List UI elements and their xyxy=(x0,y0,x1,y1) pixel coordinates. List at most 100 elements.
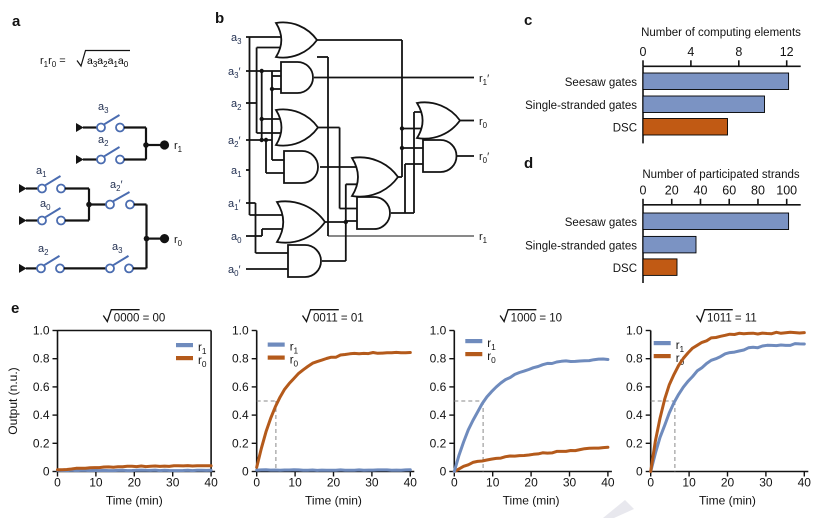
svg-text:Output (n.u.): Output (n.u.) xyxy=(6,367,20,434)
svg-text:0: 0 xyxy=(647,476,654,490)
svg-text:0.2: 0.2 xyxy=(626,436,643,450)
svg-text:80: 80 xyxy=(751,183,765,197)
svg-text:r1: r1 xyxy=(479,231,487,245)
svg-text:0.4: 0.4 xyxy=(33,408,50,422)
svg-text:0.8: 0.8 xyxy=(430,352,447,366)
svg-text:Time (min): Time (min) xyxy=(699,494,756,508)
svg-text:a3: a3 xyxy=(112,241,123,255)
svg-text:0: 0 xyxy=(640,45,647,59)
svg-text:0.8: 0.8 xyxy=(33,352,50,366)
svg-text:30: 30 xyxy=(166,476,180,490)
svg-text:30: 30 xyxy=(365,476,379,490)
svg-text:0.2: 0.2 xyxy=(430,436,447,450)
svg-text:0.6: 0.6 xyxy=(626,380,643,394)
svg-text:a3: a3 xyxy=(98,101,109,115)
svg-text:1.0: 1.0 xyxy=(33,324,50,338)
svg-text:Seesaw gates: Seesaw gates xyxy=(565,217,637,229)
svg-text:a2: a2 xyxy=(231,98,242,112)
svg-text:10: 10 xyxy=(89,476,103,490)
svg-text:20: 20 xyxy=(524,476,538,490)
svg-text:1011 = 11: 1011 = 11 xyxy=(707,313,757,325)
svg-text:1.0: 1.0 xyxy=(232,324,249,338)
svg-text:a2: a2 xyxy=(38,243,49,257)
svg-text:r0: r0 xyxy=(487,351,496,365)
svg-text:Time (min): Time (min) xyxy=(106,494,163,508)
svg-text:0.8: 0.8 xyxy=(626,352,643,366)
svg-text:r1′: r1′ xyxy=(479,73,489,87)
svg-text:a3: a3 xyxy=(231,32,242,46)
svg-text:0.6: 0.6 xyxy=(33,380,50,394)
svg-text:0.2: 0.2 xyxy=(33,436,50,450)
svg-text:40: 40 xyxy=(404,476,418,490)
svg-text:0: 0 xyxy=(636,465,643,479)
svg-text:d: d xyxy=(524,155,533,172)
svg-text:r0: r0 xyxy=(198,355,207,369)
svg-text:0.6: 0.6 xyxy=(430,380,447,394)
svg-text:0.8: 0.8 xyxy=(232,352,249,366)
svg-text:r0: r0 xyxy=(479,116,488,130)
svg-text:0: 0 xyxy=(54,476,61,490)
svg-text:b: b xyxy=(215,10,224,27)
svg-text:40: 40 xyxy=(601,476,615,490)
svg-text:0011 = 01: 0011 = 01 xyxy=(313,313,364,325)
svg-text:0: 0 xyxy=(640,183,647,197)
svg-text:0.4: 0.4 xyxy=(430,408,447,422)
svg-text:a1: a1 xyxy=(36,165,47,179)
svg-text:1.0: 1.0 xyxy=(626,324,643,338)
svg-text:10: 10 xyxy=(682,476,696,490)
svg-text:60: 60 xyxy=(722,183,736,197)
svg-text:10: 10 xyxy=(486,476,500,490)
svg-text:20: 20 xyxy=(665,183,679,197)
svg-text:Seesaw gates: Seesaw gates xyxy=(565,77,637,89)
svg-text:0000 = 00: 0000 = 00 xyxy=(114,313,165,325)
svg-text:DSC: DSC xyxy=(613,123,637,135)
svg-text:r1: r1 xyxy=(290,342,299,356)
svg-text:Time (min): Time (min) xyxy=(503,494,560,508)
svg-text:r1: r1 xyxy=(487,338,496,352)
svg-text:a: a xyxy=(12,13,21,30)
svg-text:0: 0 xyxy=(451,476,458,490)
svg-text:r1: r1 xyxy=(174,140,182,154)
svg-text:a3a2a1a0: a3a2a1a0 xyxy=(87,55,129,69)
svg-text:0: 0 xyxy=(242,465,249,479)
svg-text:a0: a0 xyxy=(40,198,51,212)
svg-text:0: 0 xyxy=(440,465,447,479)
svg-text:30: 30 xyxy=(759,476,773,490)
svg-text:r0: r0 xyxy=(174,234,183,248)
svg-text:Single-stranded gates: Single-stranded gates xyxy=(525,240,637,252)
svg-text:40: 40 xyxy=(694,183,708,197)
svg-text:0: 0 xyxy=(253,476,260,490)
svg-text:r1: r1 xyxy=(198,342,207,356)
svg-text:e: e xyxy=(11,300,19,317)
svg-text:0.4: 0.4 xyxy=(232,408,249,422)
svg-text:DSC: DSC xyxy=(613,263,637,275)
svg-text:Time (min): Time (min) xyxy=(305,494,362,508)
svg-text:12: 12 xyxy=(780,45,794,59)
svg-text:8: 8 xyxy=(735,45,742,59)
svg-text:a1: a1 xyxy=(231,165,242,179)
svg-text:a0: a0 xyxy=(231,231,242,245)
svg-text:40: 40 xyxy=(798,476,812,490)
svg-text:100: 100 xyxy=(776,183,797,197)
svg-text:20: 20 xyxy=(128,476,142,490)
svg-text:0.4: 0.4 xyxy=(626,408,643,422)
svg-text:Number of computing elements: Number of computing elements xyxy=(641,27,801,39)
svg-text:30: 30 xyxy=(563,476,577,490)
svg-text:a2: a2 xyxy=(98,134,109,148)
svg-text:r0′: r0′ xyxy=(479,151,489,165)
svg-text:1000 = 10: 1000 = 10 xyxy=(511,313,562,325)
svg-text:4: 4 xyxy=(687,45,694,59)
svg-text:r1: r1 xyxy=(676,340,685,354)
svg-text:r0: r0 xyxy=(290,355,299,369)
svg-text:20: 20 xyxy=(327,476,341,490)
svg-text:0.2: 0.2 xyxy=(232,436,249,450)
svg-text:Single-stranded gates: Single-stranded gates xyxy=(525,100,637,112)
svg-text:40: 40 xyxy=(204,476,218,490)
svg-text:0.6: 0.6 xyxy=(232,380,249,394)
svg-text:Number of participated strands: Number of participated strands xyxy=(642,169,799,181)
svg-text:c: c xyxy=(524,12,532,29)
svg-text:1.0: 1.0 xyxy=(430,324,447,338)
svg-text:10: 10 xyxy=(288,476,302,490)
svg-text:20: 20 xyxy=(721,476,735,490)
svg-text:0: 0 xyxy=(43,465,50,479)
